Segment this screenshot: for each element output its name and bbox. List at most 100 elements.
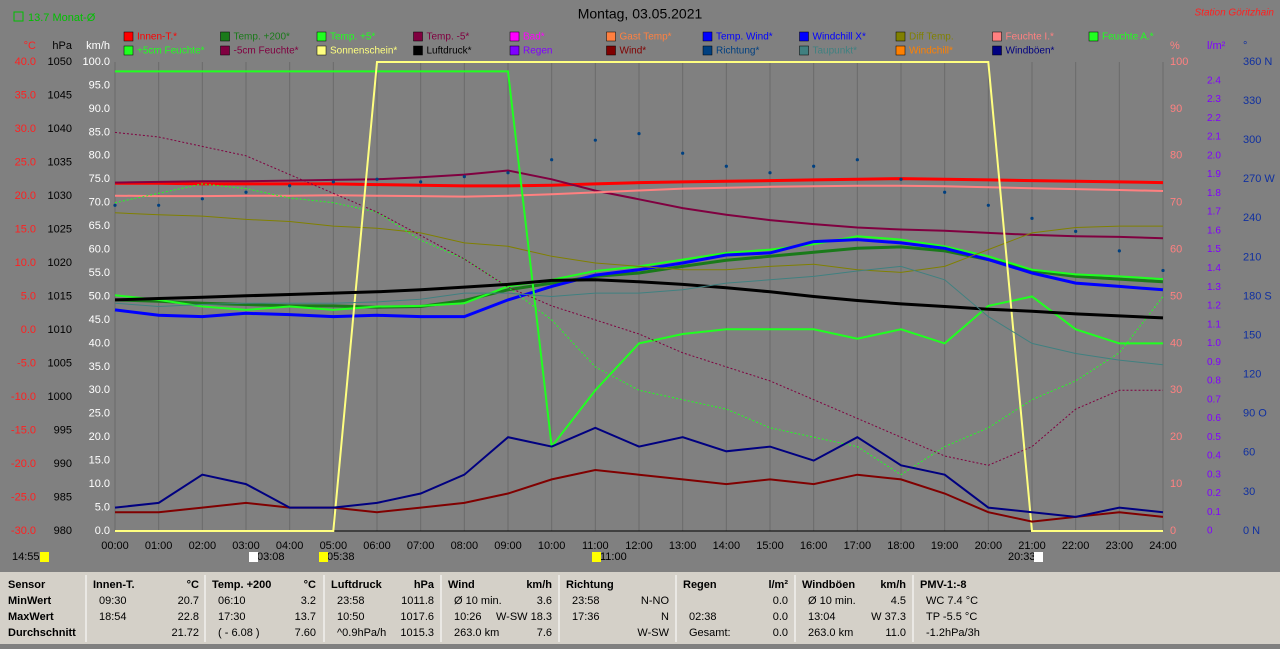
legend-label: Regen bbox=[523, 46, 552, 57]
legend-label: Richtung* bbox=[716, 46, 759, 57]
legend-swatch bbox=[509, 31, 520, 42]
y-tick-label: 95.0 bbox=[89, 79, 110, 91]
y-tick-label: 90 O bbox=[1243, 408, 1267, 420]
y-tick-label: -5.0 bbox=[17, 357, 36, 369]
direction-point bbox=[1161, 268, 1165, 273]
table-header: Temp. +200 bbox=[212, 579, 271, 591]
axis-unit: km/h bbox=[86, 40, 110, 52]
legend-swatch bbox=[316, 45, 327, 56]
y-tick-label: 1.8 bbox=[1207, 188, 1221, 199]
legend-label: Sonnenschein* bbox=[330, 46, 397, 57]
table-header: Regen bbox=[683, 579, 717, 591]
x-tick-label: 20:00 bbox=[975, 540, 1003, 552]
y-tick-label: 0.0 bbox=[95, 525, 110, 537]
y-tick-label: 40.0 bbox=[89, 337, 110, 349]
table-value: 22.8 bbox=[178, 611, 199, 623]
table-time: Ø 10 min. bbox=[454, 595, 502, 607]
legend-label: Bad* bbox=[523, 32, 545, 43]
x-tick-label: 04:00 bbox=[276, 540, 304, 552]
table-header: Sensor bbox=[8, 579, 46, 591]
y-tick-label: 50 bbox=[1170, 290, 1182, 302]
x-tick-label: 11:00 bbox=[582, 540, 609, 552]
axis-unit: hPa bbox=[52, 40, 72, 52]
table-value: 7.6 bbox=[537, 627, 552, 639]
table-value: 0.0 bbox=[773, 627, 788, 639]
y-tick-label: 0.5 bbox=[1207, 432, 1221, 443]
y-tick-label: 60 bbox=[1243, 447, 1255, 459]
y-tick-label: 30 bbox=[1170, 384, 1182, 396]
y-tick-label: 80 bbox=[1170, 150, 1182, 162]
x-tick-label: 02:00 bbox=[189, 540, 217, 552]
direction-point bbox=[899, 177, 903, 181]
y-tick-label: 1010 bbox=[48, 324, 72, 336]
axis-unit: l/m² bbox=[1207, 40, 1226, 52]
y-tick-label: 2.4 bbox=[1207, 75, 1221, 86]
direction-point bbox=[812, 164, 816, 168]
table-time: 263.0 km bbox=[454, 627, 499, 639]
y-tick-label: 80.0 bbox=[89, 150, 110, 162]
table-time: ( - 6.08 ) bbox=[218, 627, 260, 639]
table-unit: hPa bbox=[414, 579, 435, 591]
legend-swatch bbox=[220, 31, 230, 42]
y-tick-label: 995 bbox=[54, 424, 72, 436]
y-tick-label: 45.0 bbox=[89, 314, 110, 326]
y-tick-label: 65.0 bbox=[89, 220, 110, 232]
table-header: Innen-T. bbox=[93, 579, 135, 591]
table-header: PMV-1:-8 bbox=[920, 579, 966, 591]
legend-label: Taupunkt* bbox=[813, 46, 858, 57]
y-tick-label: 1.9 bbox=[1207, 169, 1221, 180]
legend-swatch bbox=[702, 45, 713, 56]
legend-swatch bbox=[509, 45, 520, 56]
x-tick-label: 00:00 bbox=[101, 540, 129, 552]
table-value: 0.0 bbox=[773, 611, 788, 623]
axis-unit: % bbox=[1170, 40, 1180, 52]
series-line bbox=[115, 177, 1164, 188]
y-tick-label: 20 bbox=[1170, 431, 1182, 443]
marker-icon bbox=[40, 552, 49, 562]
direction-point bbox=[157, 203, 161, 207]
y-tick-label: 0.6 bbox=[1207, 413, 1221, 424]
table-row-label: MinWert bbox=[8, 595, 52, 607]
direction-point bbox=[288, 184, 292, 188]
y-tick-label: 15.0 bbox=[15, 223, 36, 235]
legend-swatch bbox=[606, 45, 616, 56]
table-time: 10:50 bbox=[337, 611, 365, 623]
y-tick-label: 85.0 bbox=[89, 126, 110, 138]
x-tick-label: 06:00 bbox=[363, 540, 391, 552]
y-tick-label: 210 bbox=[1243, 251, 1261, 263]
y-tick-label: 1045 bbox=[48, 89, 72, 101]
y-tick-label: 2.2 bbox=[1207, 113, 1221, 124]
y-tick-label: 1000 bbox=[48, 391, 72, 403]
x-tick-label: 07:00 bbox=[407, 540, 435, 552]
table-value: 11.0 bbox=[885, 627, 906, 639]
y-tick-label: 1025 bbox=[48, 223, 72, 235]
table-row-label: Durchschnitt bbox=[8, 627, 76, 639]
y-tick-label: 1030 bbox=[48, 190, 72, 202]
table-value: 20.7 bbox=[178, 595, 199, 607]
table-time: 17:36 bbox=[572, 611, 600, 623]
legend-swatch bbox=[413, 31, 423, 42]
legend-swatch bbox=[220, 45, 230, 56]
table-time: 23:58 bbox=[572, 595, 600, 607]
direction-point bbox=[113, 203, 117, 207]
y-tick-label: 1.5 bbox=[1207, 244, 1221, 255]
y-tick-label: 1015 bbox=[48, 290, 72, 302]
x-tick-label: 18:00 bbox=[887, 540, 915, 552]
chart-title: Montag, 03.05.2021 bbox=[578, 6, 703, 22]
legend-swatch bbox=[895, 45, 906, 56]
y-tick-label: -30.0 bbox=[11, 525, 36, 537]
table-value: W 37.3 bbox=[871, 611, 906, 623]
legend-swatch bbox=[702, 31, 713, 42]
table-time: 06:10 bbox=[218, 595, 246, 607]
y-tick-label: 1.2 bbox=[1207, 301, 1221, 312]
y-tick-label: 1035 bbox=[48, 156, 72, 168]
table-time: ^0.9hPa/h bbox=[337, 627, 386, 639]
table-unit: °C bbox=[187, 579, 199, 591]
y-tick-label: 15.0 bbox=[89, 455, 110, 467]
y-tick-label: 0 N bbox=[1243, 525, 1260, 537]
table-header: Luftdruck bbox=[331, 579, 383, 591]
y-tick-label: 100.0 bbox=[82, 56, 110, 68]
x-tick-label: 17:00 bbox=[844, 540, 872, 552]
table-value: 21.72 bbox=[171, 627, 199, 639]
y-tick-label: 1.0 bbox=[1207, 338, 1221, 349]
